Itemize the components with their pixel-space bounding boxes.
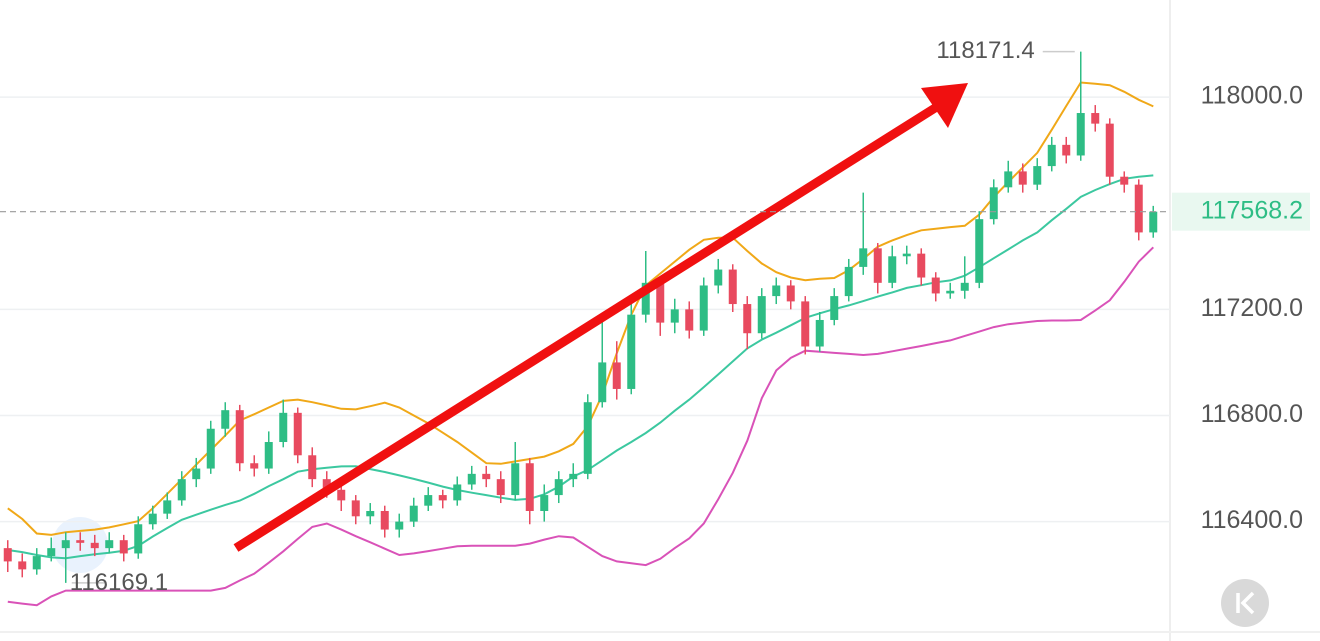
candle-body bbox=[975, 219, 984, 283]
candle-body bbox=[177, 479, 186, 501]
candle-body bbox=[1047, 144, 1056, 167]
candle-body bbox=[366, 510, 375, 517]
candle-body bbox=[786, 285, 795, 302]
candle-body bbox=[18, 561, 27, 570]
band-line bbox=[7, 81, 1154, 536]
candle-body bbox=[772, 285, 781, 297]
candle-body bbox=[1105, 123, 1114, 177]
max-price-label: 118171.4 bbox=[936, 37, 1034, 64]
candle-body bbox=[308, 455, 317, 480]
y-tick-label: 116400.0 bbox=[1201, 506, 1303, 534]
candle-body bbox=[482, 473, 491, 480]
candle-body bbox=[61, 540, 70, 549]
candle-body bbox=[728, 269, 737, 305]
y-tick-label: 116800.0 bbox=[1201, 400, 1303, 428]
candle-body bbox=[467, 473, 476, 485]
candle-body bbox=[685, 309, 694, 331]
candle-body bbox=[1120, 176, 1129, 185]
candle-body bbox=[1004, 171, 1013, 188]
candle-body bbox=[757, 296, 766, 334]
candle-body bbox=[293, 412, 302, 456]
candle-body bbox=[1091, 113, 1100, 124]
candle-body bbox=[351, 500, 360, 517]
candle-body bbox=[583, 402, 592, 474]
candle-body bbox=[540, 495, 549, 511]
candle-body bbox=[134, 524, 143, 554]
candle-body bbox=[670, 309, 679, 323]
candle-body bbox=[569, 473, 578, 480]
candle-body bbox=[119, 540, 128, 554]
candle-body bbox=[264, 442, 273, 469]
candle-body bbox=[1149, 211, 1158, 233]
candle-body bbox=[1062, 144, 1071, 156]
candle-body bbox=[873, 248, 882, 283]
candle-body bbox=[409, 505, 418, 522]
candle-body bbox=[496, 479, 505, 496]
candle-body bbox=[714, 269, 723, 286]
candle-body bbox=[279, 412, 288, 443]
candle-body bbox=[32, 556, 41, 570]
candle-body bbox=[815, 319, 824, 347]
candle-body bbox=[424, 495, 433, 506]
band-line bbox=[7, 174, 1154, 560]
candle-body bbox=[206, 428, 215, 469]
candle-body bbox=[1033, 166, 1042, 185]
collapse-button[interactable] bbox=[1221, 579, 1269, 627]
candle-body bbox=[221, 410, 230, 429]
candle-body bbox=[917, 253, 926, 278]
candle-body bbox=[902, 253, 911, 257]
candle-body bbox=[989, 187, 998, 220]
candle-body bbox=[438, 495, 447, 501]
band-line bbox=[7, 246, 1155, 607]
candle-body bbox=[525, 463, 534, 511]
candle-body bbox=[743, 304, 752, 334]
candle-body bbox=[1076, 113, 1085, 156]
candle-body bbox=[844, 266, 853, 297]
candle-body bbox=[148, 513, 157, 525]
candle-body bbox=[337, 489, 346, 501]
candle-body bbox=[235, 410, 244, 464]
candle-body bbox=[830, 296, 839, 320]
candle-body bbox=[612, 362, 621, 389]
candle-body bbox=[598, 362, 607, 403]
candle-body bbox=[395, 521, 404, 530]
candle-body bbox=[511, 463, 520, 496]
candle-body bbox=[163, 500, 172, 514]
candle-body bbox=[627, 314, 636, 389]
candle-body bbox=[946, 290, 955, 294]
candle-body bbox=[250, 463, 259, 469]
arrow-shaft bbox=[233, 104, 938, 552]
candle-body bbox=[931, 277, 940, 294]
arrow-head bbox=[921, 83, 968, 128]
candle-body bbox=[322, 479, 331, 490]
candle-body bbox=[76, 540, 85, 543]
candle-body bbox=[453, 484, 462, 501]
candle-body bbox=[1018, 171, 1027, 185]
candle-body bbox=[641, 282, 650, 315]
candle-body bbox=[554, 479, 563, 496]
last-price-box bbox=[1172, 192, 1310, 231]
last-price-label: 117568.2 bbox=[1201, 196, 1303, 224]
candle-body bbox=[105, 540, 114, 549]
y-tick-label: 117200.0 bbox=[1201, 294, 1303, 322]
candle-body bbox=[47, 548, 56, 557]
candle-body bbox=[192, 468, 201, 480]
candle-body bbox=[699, 285, 708, 331]
candle-body bbox=[656, 282, 665, 323]
candle-body bbox=[801, 301, 810, 347]
trend-arrow bbox=[233, 83, 968, 552]
candle-body bbox=[3, 548, 12, 562]
candle-body bbox=[888, 256, 897, 283]
min-price-label: 116169.1 bbox=[70, 569, 168, 596]
candle-body bbox=[859, 248, 868, 267]
plot-area bbox=[0, 51, 1170, 607]
candle-body bbox=[960, 282, 969, 291]
y-tick-label: 118000.0 bbox=[1201, 82, 1303, 110]
candle-body bbox=[90, 542, 99, 549]
candle-body bbox=[1134, 184, 1143, 233]
candle-body bbox=[380, 510, 389, 530]
button-icon bbox=[1236, 591, 1255, 615]
